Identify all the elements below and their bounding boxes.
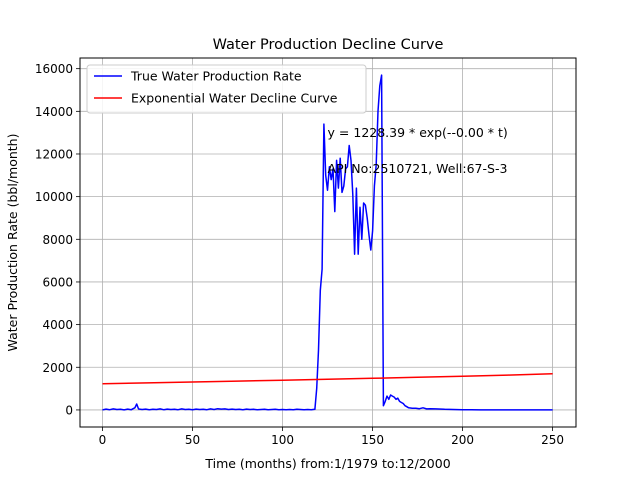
y-axis: 0 2000 4000 6000 8000 10000 12000 14000 16000 [35, 62, 80, 417]
chart-title: Water Production Decline Curve [213, 37, 444, 53]
series-line-1 [102, 74, 553, 411]
y-tick-label: 8000 [42, 233, 73, 247]
x-tick-label: 100 [271, 433, 294, 447]
legend: True Water Production Rate Exponential Wa… [86, 64, 367, 114]
legend-label-1: True Water Production Rate [130, 69, 302, 84]
x-axis-label: Time (months) from:1/1979 to:12/2000 [204, 456, 450, 471]
y-tick-label: 16000 [35, 62, 73, 76]
legend-label-2: Exponential Water Decline Curve [131, 91, 338, 106]
annotations: y = 1228.39 * exp(--0.00 * t) API No:2510… [328, 125, 508, 176]
y-tick-label: 10000 [35, 190, 73, 204]
legend-box [86, 64, 367, 114]
plot-frame [79, 57, 577, 428]
x-tick-label: 200 [451, 433, 474, 447]
y-tick-label: 2000 [42, 361, 73, 375]
y-axis-label: Water Production Rate (bbl/month) [5, 134, 20, 352]
y-tick-label: 0 [65, 403, 73, 417]
x-tick-label: 0 [99, 433, 107, 447]
y-tick-label: 6000 [42, 275, 73, 289]
x-tick-label: 150 [361, 433, 384, 447]
x-axis: 0 50 100 150 200 250 [99, 427, 564, 447]
x-tick-label: 250 [541, 433, 564, 447]
series-line-2 [102, 372, 553, 385]
x-tick-label: 50 [185, 433, 200, 447]
y-tick-label: 4000 [42, 318, 73, 332]
y-tick-label: 14000 [35, 105, 73, 119]
series-layer [102, 74, 553, 411]
annotation-1: y = 1228.39 * exp(--0.00 * t) [328, 125, 508, 140]
annotation-2: API No:2510721, Well:67-S-3 [328, 161, 508, 176]
y-tick-label: 12000 [35, 147, 73, 161]
